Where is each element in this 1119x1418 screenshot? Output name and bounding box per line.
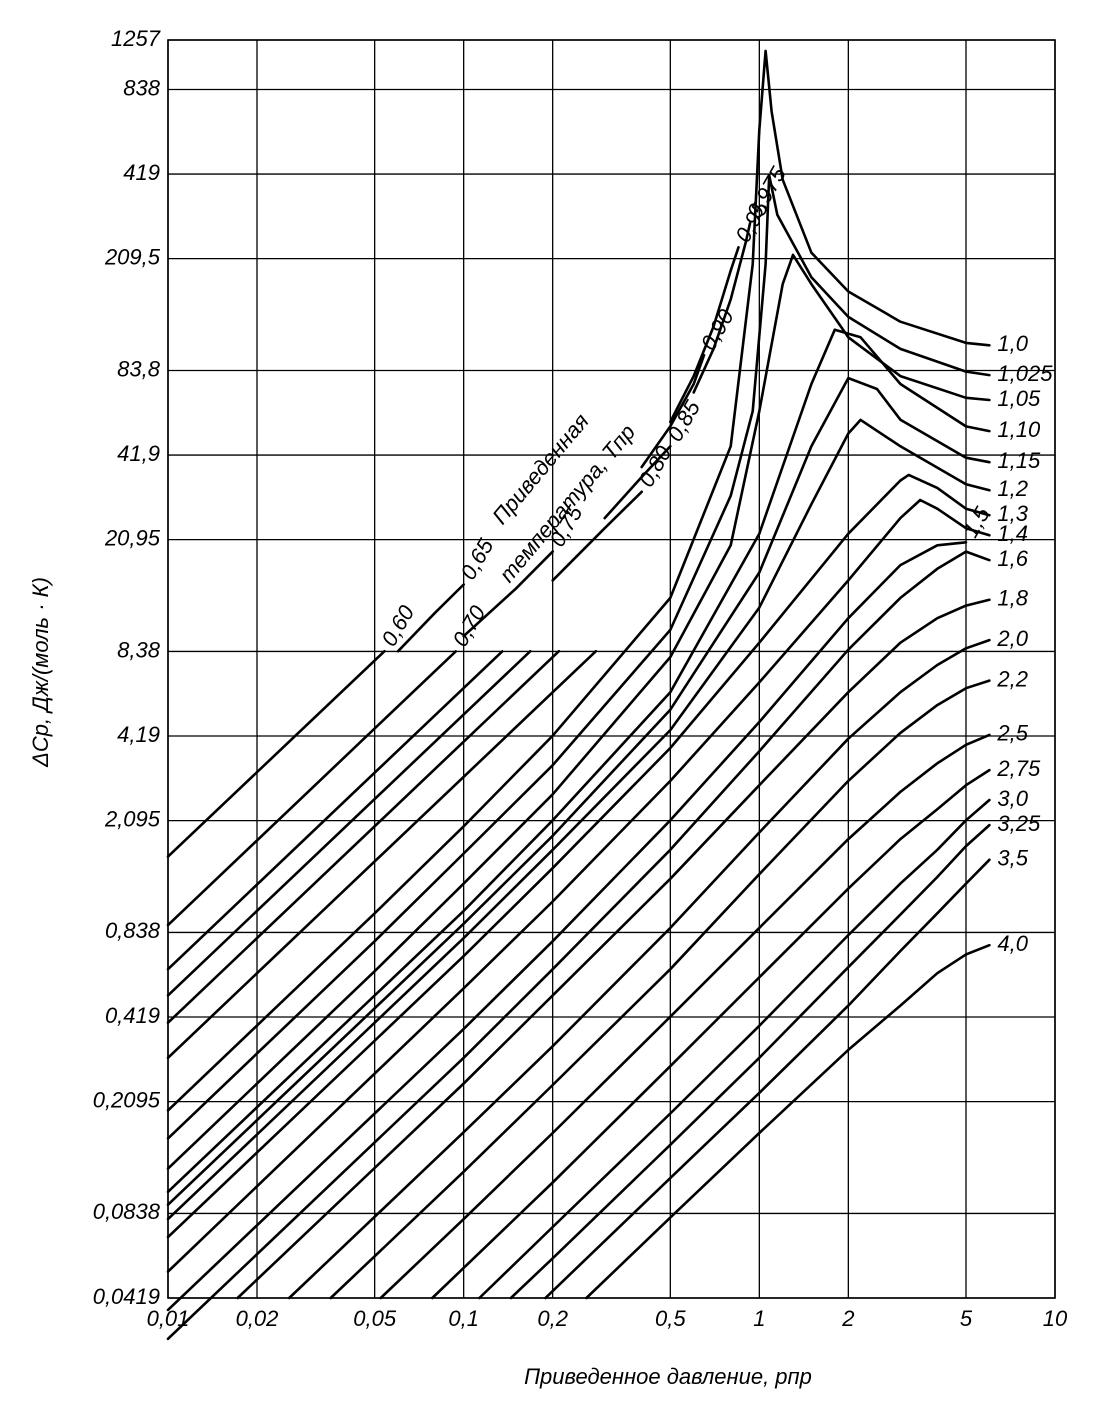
series-label: 1,8 — [997, 586, 1028, 611]
curve — [166, 173, 991, 1140]
curve — [166, 550, 991, 1341]
x-tick-label: 0,02 — [236, 1306, 279, 1331]
series-label: 1,10 — [997, 417, 1041, 442]
series-label: 1,6 — [997, 546, 1028, 571]
series-label: 3,25 — [997, 811, 1041, 836]
y-tick-label: 20,95 — [104, 525, 161, 550]
curve — [166, 353, 706, 1024]
series-label: 1,4 — [997, 521, 1028, 546]
y-tick-label: 838 — [123, 75, 160, 100]
y-tick-label: 419 — [123, 160, 160, 185]
x-tick-label: 10 — [1043, 1306, 1068, 1331]
x-tick-label: 5 — [960, 1306, 973, 1331]
y-tick-label: 4,19 — [117, 722, 160, 747]
series-label: 1,0 — [997, 331, 1028, 356]
curve — [236, 598, 991, 1300]
curve — [478, 798, 991, 1300]
curve — [166, 541, 968, 1312]
series-label: 4,0 — [997, 931, 1028, 956]
y-tick-label: 8,38 — [117, 637, 161, 662]
y-tick-label: 2,095 — [104, 806, 161, 831]
series-label: 2,5 — [996, 721, 1028, 746]
series-label: 2,75 — [996, 756, 1041, 781]
curve — [509, 823, 991, 1300]
y-tick-label: 83,8 — [117, 356, 161, 381]
series-label: 1,2 — [997, 476, 1028, 501]
y-axis-label: ΔCp, Дж/(моль · К) — [28, 577, 53, 768]
x-tick-label: 0,1 — [448, 1306, 479, 1331]
y-tick-label: 0,2095 — [93, 1087, 161, 1112]
x-axis-label: Приведенное давление, pпр — [524, 1364, 812, 1389]
x-tick-label: 0,05 — [353, 1306, 397, 1331]
plot-frame — [167, 39, 1056, 1299]
curve — [166, 246, 740, 1060]
curve — [166, 498, 991, 1273]
curve — [166, 328, 991, 1194]
y-tick-label: 209,5 — [104, 244, 161, 269]
y-tick-label: 0,838 — [105, 918, 161, 943]
series-label: 3,5 — [997, 846, 1028, 871]
series-label: 0,65 — [455, 534, 498, 584]
series-label: 3,0 — [997, 786, 1028, 811]
x-tick-label: 2 — [841, 1306, 854, 1331]
curve — [166, 49, 991, 1112]
series-label: 0,70 — [447, 601, 490, 651]
series-label: 1,15 — [997, 448, 1041, 473]
curve — [166, 490, 643, 971]
curve — [166, 376, 991, 1206]
series-label: 1,05 — [997, 386, 1041, 411]
curve — [166, 650, 457, 927]
y-tick-label: 41,9 — [117, 441, 160, 466]
series-label: 1,025 — [997, 361, 1053, 386]
curve — [287, 638, 991, 1300]
series-label: 1,3 — [997, 501, 1028, 526]
curve — [379, 733, 991, 1300]
curve — [462, 550, 554, 638]
x-tick-label: 1 — [753, 1306, 765, 1331]
x-tick-label: 0,5 — [655, 1306, 686, 1331]
curve — [166, 649, 386, 858]
curve — [329, 679, 991, 1300]
y-tick-label: 0,0419 — [93, 1284, 160, 1309]
y-tick-label: 1257 — [111, 26, 161, 51]
curve — [431, 768, 991, 1300]
curve — [585, 943, 991, 1300]
curve — [166, 445, 672, 997]
curve — [166, 473, 991, 1239]
curve — [166, 418, 991, 1221]
y-tick-label: 0,0838 — [93, 1199, 161, 1224]
curve — [692, 222, 752, 394]
curve — [166, 253, 991, 1170]
series-label: 2,2 — [996, 666, 1028, 691]
series-label: 2,0 — [996, 626, 1028, 651]
x-tick-label: 0,2 — [537, 1306, 568, 1331]
curve — [544, 858, 991, 1300]
series-label: 0,60 — [376, 600, 419, 650]
y-tick-label: 0,419 — [105, 1003, 160, 1028]
curve — [396, 583, 465, 653]
